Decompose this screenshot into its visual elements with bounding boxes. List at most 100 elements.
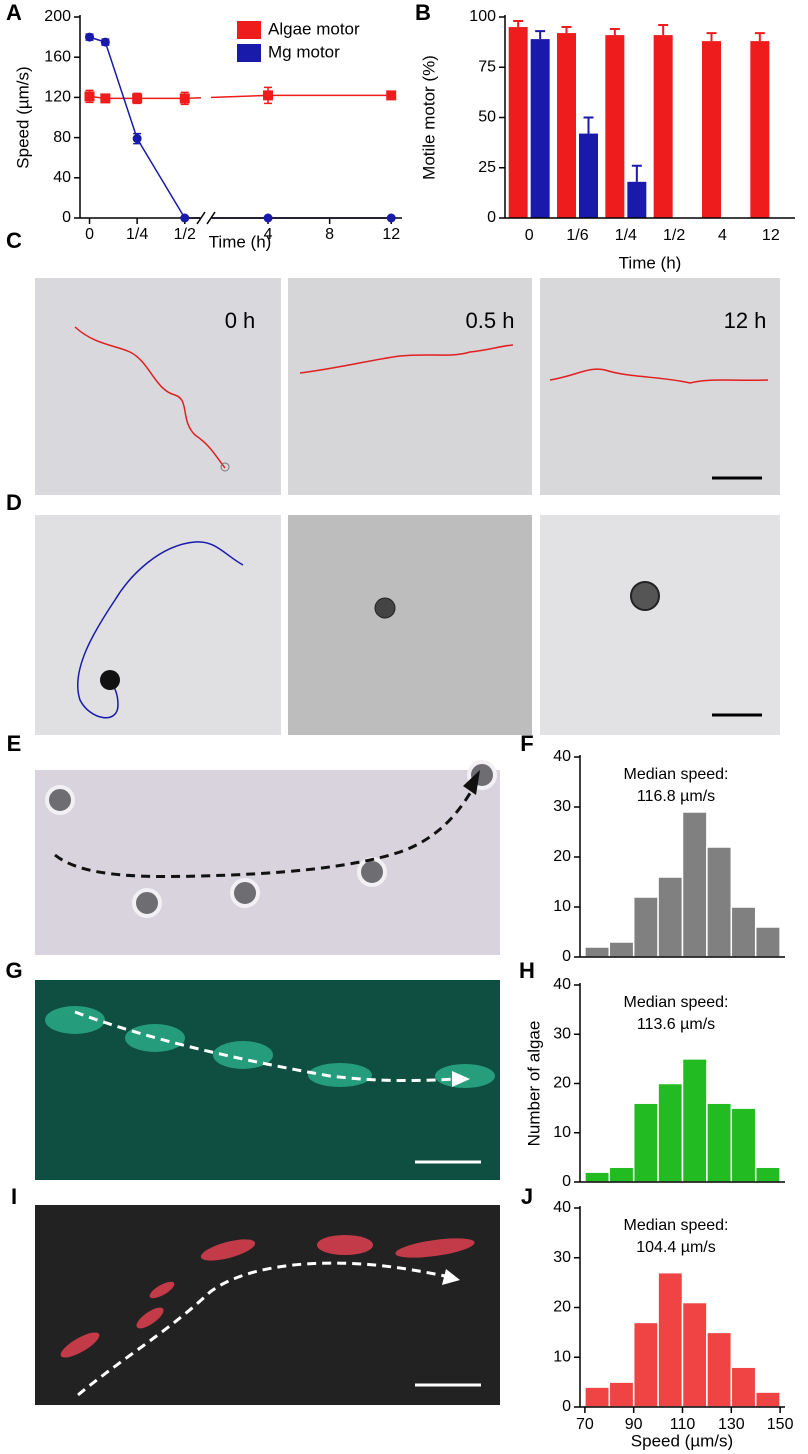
y-tick-label: 40: [53, 169, 71, 186]
bar: [681, 1301, 708, 1408]
path-arrow: [74, 1010, 456, 1083]
motor: [630, 581, 660, 611]
x-tick-label: 1/4: [615, 227, 637, 244]
motor: [220, 462, 230, 472]
y-tick-label: 10: [553, 898, 571, 915]
image-label: 0.5 h: [466, 308, 515, 333]
bar: [608, 941, 635, 958]
legend-swatch: [237, 21, 261, 39]
y-axis-label: Speed (µm/s): [13, 66, 32, 168]
error-bar: [658, 24, 669, 36]
annotation: 116.8 µm/s: [637, 788, 715, 805]
bar: [706, 1331, 733, 1408]
y-tick-label: 0: [562, 1173, 571, 1190]
bar: [530, 39, 550, 218]
path-arrow: [54, 789, 474, 879]
y-axis-label: Number of algae: [524, 1021, 543, 1147]
y-tick-label: 25: [478, 159, 496, 176]
x-tick-label: 1/2: [174, 226, 196, 243]
y-tick-label: 10: [553, 1124, 571, 1141]
image-label: 12 h: [724, 308, 767, 333]
image-g: [35, 980, 500, 1180]
bar: [702, 41, 721, 219]
image-c3: [540, 278, 780, 495]
bar: [681, 1058, 708, 1183]
y-tick-label: 30: [553, 1025, 571, 1042]
error-bar: [754, 32, 765, 42]
axis-break: [196, 211, 206, 225]
error-bar: [631, 164, 642, 182]
error-bar: [583, 116, 594, 134]
point: [85, 32, 95, 42]
bar: [754, 1391, 781, 1408]
point: [132, 93, 143, 104]
x-tick-label: 1/4: [126, 226, 148, 243]
bar: [657, 1271, 684, 1408]
bar: [632, 1102, 659, 1183]
cells: [45, 760, 497, 918]
trajectory: [299, 344, 514, 374]
motor: [374, 597, 396, 619]
cells: [60, 1235, 475, 1358]
trajectory: [74, 326, 226, 469]
x-axis-label: Speed (µm/s): [631, 1431, 733, 1450]
point: [386, 90, 397, 101]
x-axis-label: Time (h): [619, 253, 682, 272]
bar: [508, 27, 528, 218]
image-c2: [288, 278, 532, 495]
x-tick-label: 1/2: [663, 227, 685, 244]
annotation: Median speed:: [624, 766, 729, 783]
arrow-head: [463, 770, 480, 795]
point: [263, 90, 274, 101]
path-arrow: [77, 1261, 446, 1397]
point: [132, 134, 142, 144]
y-tick-label: 40: [553, 976, 571, 993]
y-tick-label: 40: [553, 748, 571, 765]
legend-label: Mg motor: [268, 42, 340, 61]
panel-label: G: [5, 958, 22, 983]
point: [180, 213, 190, 223]
y-tick-label: 0: [562, 948, 571, 965]
y-tick-label: 0: [562, 1398, 571, 1415]
panel-label: A: [6, 0, 22, 25]
bar: [579, 133, 598, 218]
x-tick-label: 8: [325, 226, 334, 243]
error-bar: [513, 20, 524, 28]
x-tick-label: 4: [264, 226, 273, 243]
image-e: [35, 770, 500, 955]
bar: [706, 846, 733, 958]
bar: [730, 906, 757, 958]
y-tick-label: 200: [44, 8, 71, 25]
bar: [657, 1082, 684, 1183]
bar: [750, 41, 770, 219]
trajectory: [77, 541, 244, 719]
y-tick-label: 10: [553, 1348, 571, 1365]
cells: [45, 1006, 495, 1088]
panel-label: C: [6, 228, 22, 253]
arrow-head: [452, 1071, 470, 1087]
image-d2: [288, 515, 532, 735]
bar: [608, 1166, 635, 1183]
x-axis-label: Time (h): [209, 232, 272, 251]
y-tick-label: 20: [553, 848, 571, 865]
image-d3: [540, 515, 780, 735]
y-tick-label: 50: [478, 109, 496, 126]
error-bar: [535, 30, 546, 40]
axis-break-gap: [201, 13, 211, 222]
image-c1: [35, 278, 281, 495]
panel-label: I: [11, 1184, 17, 1209]
bar: [657, 876, 684, 958]
x-tick-label: 110: [670, 1416, 696, 1433]
bar: [605, 35, 625, 219]
bar: [632, 1321, 659, 1408]
image-d1: [35, 515, 281, 735]
x-tick-label: 0: [85, 226, 94, 243]
arrow-head: [442, 1269, 460, 1285]
point: [263, 213, 273, 223]
x-tick-label: 150: [767, 1416, 794, 1433]
y-tick-label: 120: [44, 89, 71, 106]
annotation: 104.4 µm/s: [636, 1239, 715, 1256]
panel-label: J: [521, 1184, 533, 1209]
bar: [730, 1366, 757, 1408]
